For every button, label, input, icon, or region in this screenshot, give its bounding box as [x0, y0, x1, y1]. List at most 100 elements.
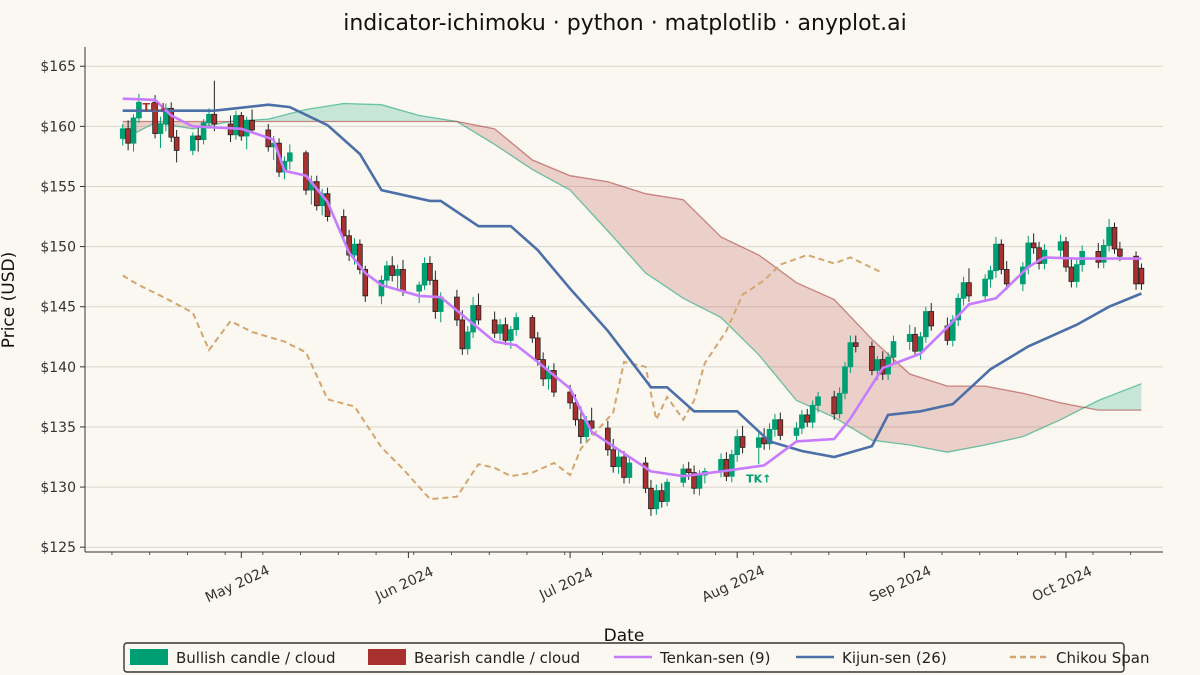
y-tick-label: $165 [40, 59, 76, 75]
bearish-candle [610, 438, 617, 473]
candle-body [1073, 264, 1080, 282]
candle-body [119, 128, 126, 139]
bullish-candle [987, 265, 994, 288]
bearish-candle [804, 408, 811, 427]
y-tick-label: $155 [40, 179, 76, 195]
grid [85, 65, 1163, 548]
candle-body [696, 474, 703, 489]
candle-body [200, 122, 207, 140]
ichimoku-cloud [122, 102, 1142, 453]
candle-body [664, 481, 670, 502]
candle-body [755, 437, 762, 448]
bearish-candle [691, 465, 697, 495]
candle-body [1117, 248, 1123, 257]
bearish-candle [211, 80, 218, 132]
candle-body [1068, 266, 1075, 282]
candle-body [529, 317, 536, 339]
candle-body [578, 419, 584, 437]
candle-body [772, 419, 778, 430]
y-tick-label: $140 [40, 360, 76, 376]
bullish-candle [130, 114, 137, 152]
chart-title: indicator-ichimoku · python · matplotlib… [343, 11, 907, 36]
bullish-candle [394, 264, 401, 290]
candle-body [718, 459, 724, 472]
bearish-candle [1063, 236, 1069, 272]
candle-body [658, 490, 665, 502]
bullish-candle [119, 123, 126, 146]
legend-label: Chikou Span [1056, 649, 1150, 667]
bullish-candle [1100, 239, 1107, 269]
bullish-candle [842, 362, 848, 400]
bullish-cloud [230, 103, 457, 122]
legend-swatch [130, 649, 168, 665]
y-tick-label: $145 [40, 300, 76, 316]
candle-body [799, 414, 805, 429]
candle-body [189, 135, 196, 151]
bullish-candle [416, 281, 422, 304]
bearish-candle [459, 310, 466, 355]
bearish-candle [685, 461, 692, 480]
candle-body [389, 265, 396, 276]
bearish-candle [152, 95, 158, 139]
candle-body [513, 317, 519, 330]
bullish-candle [287, 144, 293, 170]
candle-body [1030, 242, 1037, 249]
bullish-candle [384, 261, 390, 288]
bullish-candle [755, 432, 762, 465]
candle-body [653, 490, 660, 510]
bullish-cloud [1084, 383, 1142, 411]
bullish-candle [836, 387, 843, 419]
candle-body [793, 427, 800, 436]
bearish-candle [551, 363, 557, 397]
candle-body [130, 117, 137, 144]
bullish-candle [464, 325, 471, 355]
bullish-candle [200, 119, 207, 145]
candle-body [211, 113, 218, 125]
bullish-candle [734, 429, 740, 462]
candle-body [1100, 244, 1107, 263]
y-tick-label: $125 [40, 540, 76, 556]
candle-body [534, 337, 541, 361]
bearish-candle [502, 317, 509, 346]
legend-label: Bearish candle / cloud [414, 649, 580, 667]
bearish-candle [1138, 263, 1145, 290]
bullish-candle [809, 400, 816, 429]
candle-body [685, 468, 692, 474]
candle-body [400, 269, 406, 292]
bullish-candle [815, 392, 821, 413]
bullish-candle [233, 110, 239, 140]
bearish-cloud [456, 121, 1085, 453]
bearish-candle [1036, 241, 1042, 270]
candle-body [928, 311, 935, 327]
candle-body [459, 319, 466, 350]
chikou-span-line [122, 253, 884, 501]
candle-body [497, 324, 503, 334]
candle-body [351, 243, 358, 256]
bullish-candle [955, 293, 961, 326]
candle-body [384, 265, 390, 281]
bearish-candle [966, 268, 972, 302]
candle-body [157, 123, 164, 134]
bearish-candle [998, 239, 1005, 275]
bullish-candle [847, 335, 854, 373]
candle-body [917, 336, 924, 352]
bullish-candle [923, 306, 929, 343]
y-tick-label: $160 [40, 119, 76, 135]
candle-body [1138, 267, 1145, 285]
tenkan-sen-line [122, 97, 1142, 478]
candle-body [912, 333, 918, 352]
candle-body [1106, 226, 1112, 246]
bearish-candle [1030, 233, 1037, 254]
bullish-candle [1073, 259, 1080, 288]
y-tick-label: $135 [40, 420, 76, 436]
bullish-candle [960, 276, 967, 306]
bearish-candle [869, 341, 875, 376]
bullish-candle [766, 423, 773, 450]
bullish-candle [497, 318, 503, 341]
y-tick-label: $150 [40, 240, 76, 256]
indicator-lines [122, 97, 1142, 501]
bullish-candle [729, 449, 735, 483]
bullish-candle [157, 116, 164, 148]
